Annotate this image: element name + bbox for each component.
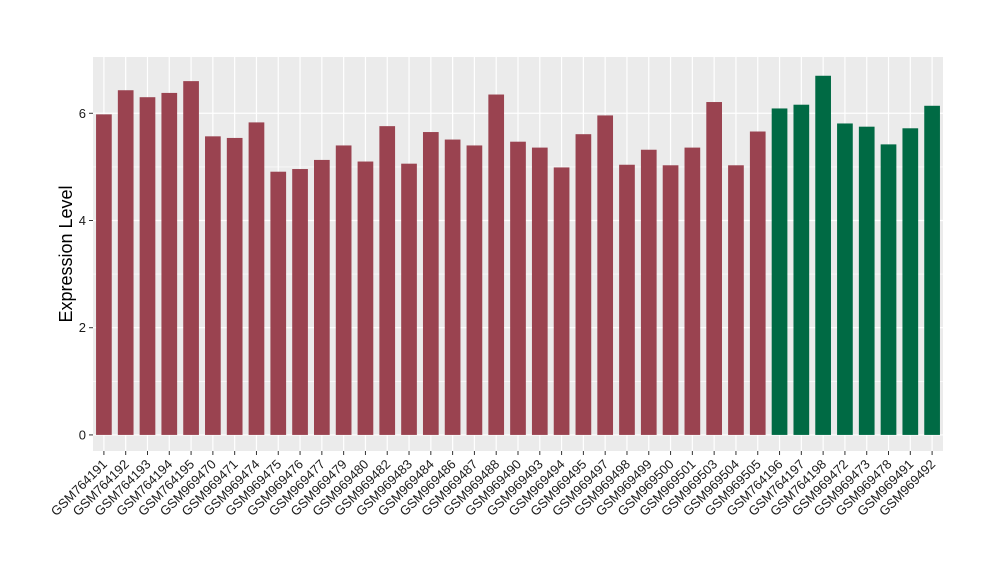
- bar-GSM969473: [858, 126, 875, 435]
- y-axis: 0 2 4 6: [79, 106, 93, 442]
- bar-GSM969498: [619, 164, 635, 435]
- bar-GSM969500: [662, 165, 679, 435]
- bar-GSM969504: [728, 165, 744, 435]
- y-tick-label: 2: [79, 320, 86, 335]
- bar-GSM969495: [575, 134, 592, 435]
- bar-GSM764197: [793, 104, 810, 435]
- bar-GSM969478: [880, 144, 897, 435]
- bar-GSM969486: [444, 139, 461, 435]
- bar-GSM969477: [314, 159, 330, 435]
- bar-GSM969497: [597, 115, 614, 435]
- bar-GSM969484: [422, 132, 439, 435]
- bar-GSM764195: [183, 81, 199, 435]
- bar-GSM969483: [401, 163, 417, 435]
- bars-group: [96, 75, 940, 435]
- bar-GSM764196: [771, 108, 788, 435]
- bar-GSM969480: [357, 161, 374, 435]
- bar-GSM969503: [706, 102, 722, 435]
- y-tick-label: 6: [79, 106, 86, 121]
- bar-GSM969474: [248, 122, 265, 435]
- bar-GSM764194: [161, 92, 178, 435]
- x-axis: GSM764191GSM764192GSM764193GSM764194GSM7…: [48, 451, 938, 519]
- y-tick-label: 0: [79, 427, 86, 442]
- bar-GSM969472: [837, 123, 853, 435]
- bar-GSM969479: [335, 145, 352, 435]
- bar-GSM969493: [531, 147, 548, 435]
- bar-GSM969470: [205, 136, 221, 435]
- bar-GSM969499: [640, 149, 657, 435]
- bar-GSM969471: [226, 137, 243, 435]
- bar-GSM764198: [815, 75, 831, 435]
- bar-GSM764192: [117, 90, 134, 435]
- bar-GSM969505: [749, 131, 766, 435]
- bar-GSM969487: [466, 145, 483, 435]
- bar-GSM764193: [139, 97, 156, 435]
- y-tick-label: 4: [79, 213, 86, 228]
- bar-GSM764191: [96, 114, 112, 435]
- bar-GSM969492: [924, 105, 940, 435]
- bar-GSM969501: [684, 147, 701, 435]
- bar-GSM969488: [488, 94, 505, 435]
- bar-GSM969490: [510, 141, 526, 435]
- y-axis-title: Expression Level: [56, 185, 76, 322]
- bar-GSM969491: [902, 128, 919, 435]
- bar-GSM969476: [292, 169, 308, 435]
- bar-GSM969482: [379, 126, 396, 435]
- bar-GSM969494: [553, 167, 570, 435]
- bar-GSM969475: [270, 171, 287, 435]
